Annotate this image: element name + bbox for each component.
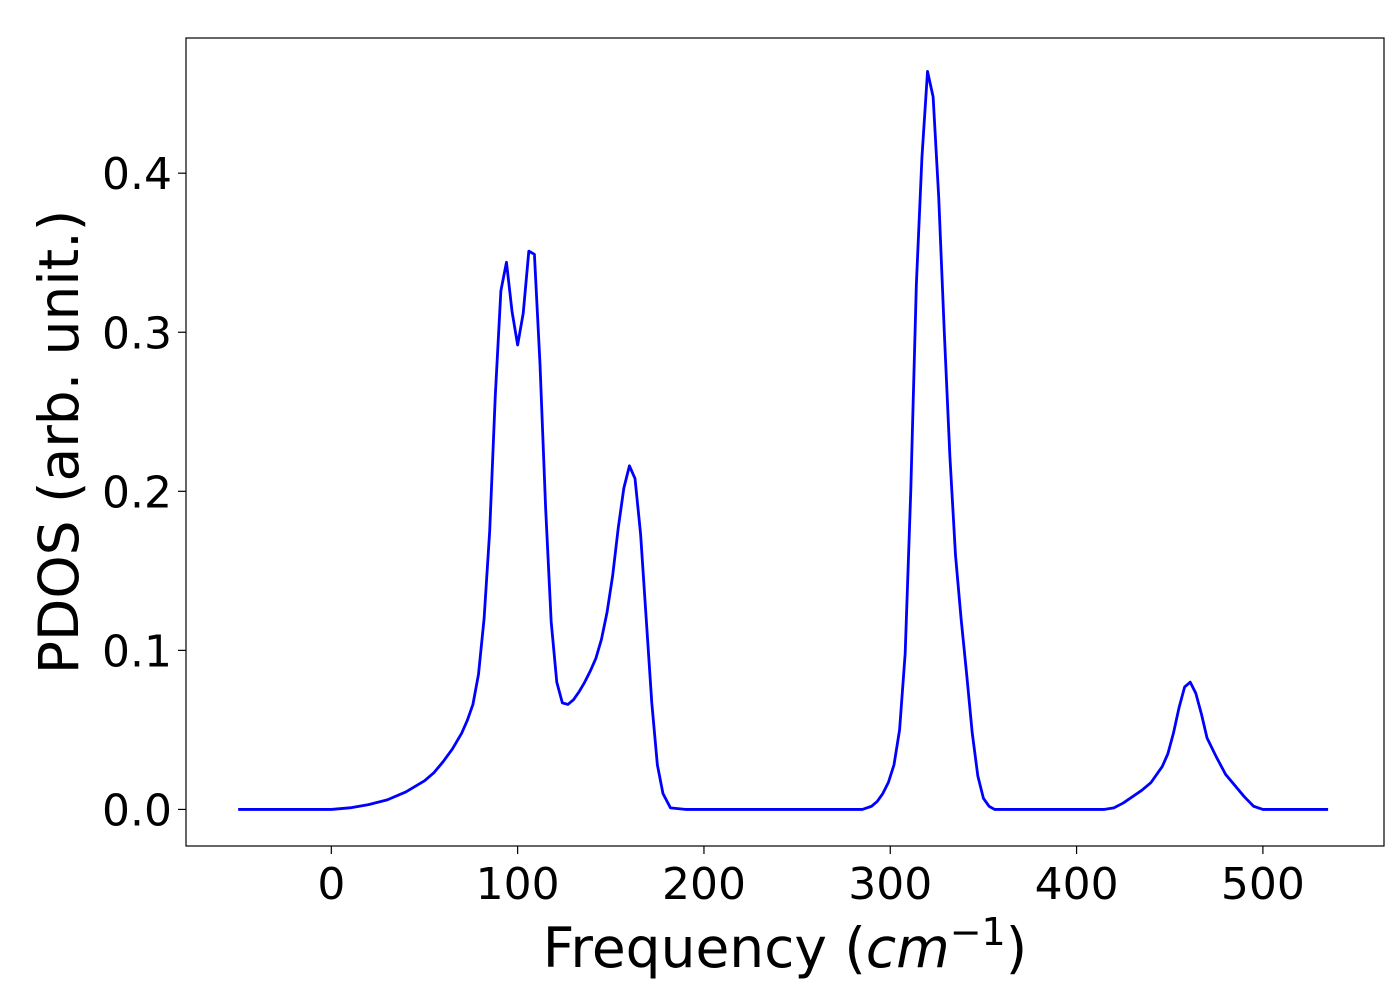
y-tick-label: 0.0 [102, 785, 172, 836]
x-tick-label: 300 [848, 859, 932, 910]
series-layer [238, 70, 1329, 811]
x-axis-label: Frequency (cm−1) [543, 910, 1027, 980]
series-line-0 [238, 70, 1329, 811]
y-tick-label: 0.1 [102, 626, 172, 677]
x-tick-label: 0 [317, 859, 345, 910]
plot-frame [185, 37, 1385, 847]
x-tick-label: 200 [662, 859, 746, 910]
x-tick-label: 100 [476, 859, 560, 910]
x-tick-label: 400 [1035, 859, 1119, 910]
y-tick-label: 0.4 [102, 149, 172, 200]
x-tick-label: 500 [1221, 859, 1305, 910]
y-tick-label: 0.3 [102, 308, 172, 359]
axis-ticks: 0 100 200 300 400 500 0.0 0.1 0.2 0.3 0.4 [102, 149, 1305, 910]
y-axis-label: PDOS (arb. unit.) [27, 210, 91, 674]
y-tick-label: 0.2 [102, 467, 172, 518]
